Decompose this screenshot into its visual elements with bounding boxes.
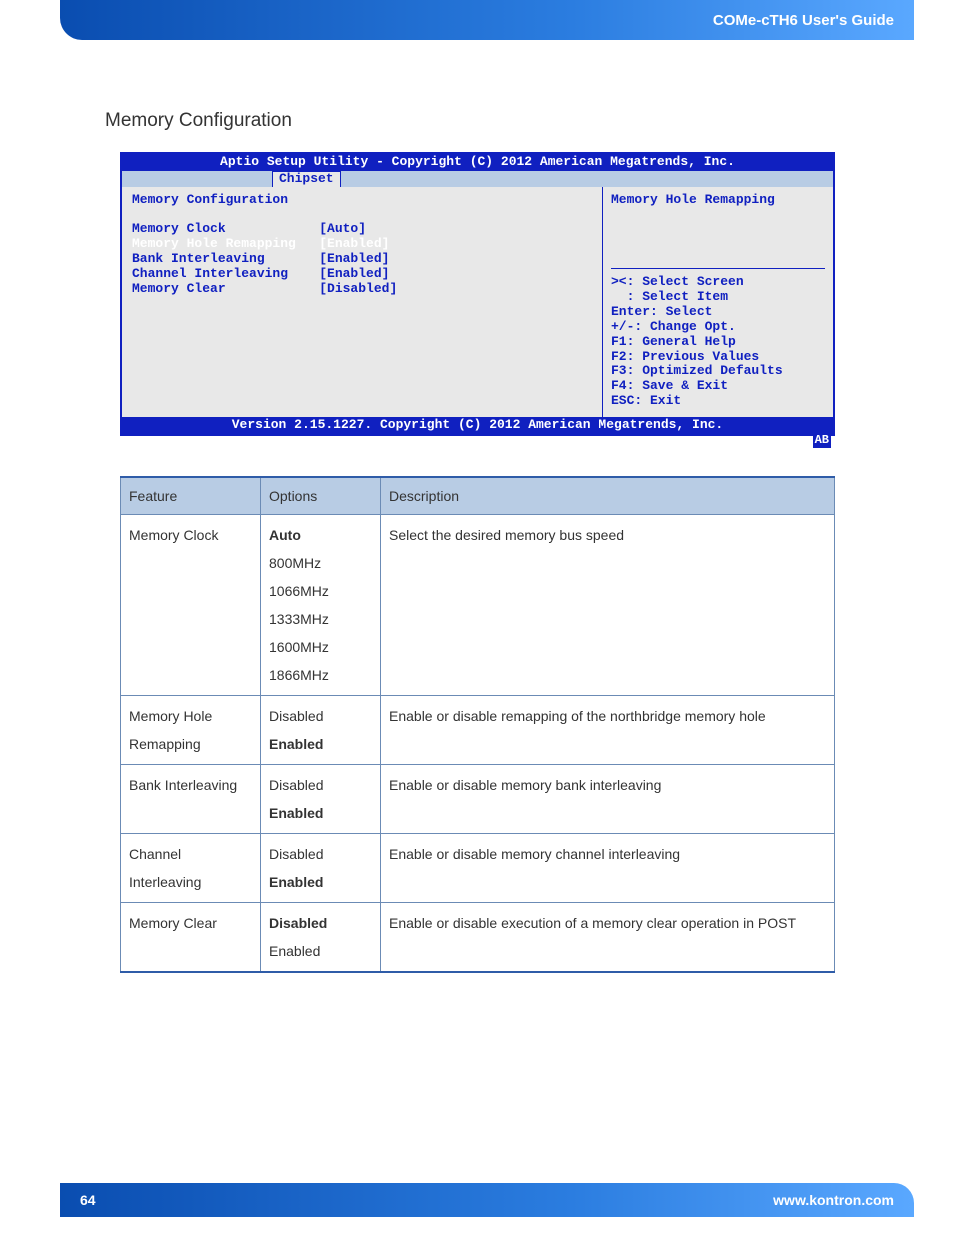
cell-options: DisabledEnabled	[261, 696, 381, 765]
option-value: 1333MHz	[269, 605, 372, 633]
cell-feature: Channel Interleaving	[121, 834, 261, 903]
cell-description: Enable or disable memory channel interle…	[381, 834, 835, 903]
col-feature: Feature	[121, 477, 261, 515]
table-row: Memory Hole RemappingDisabledEnabledEnab…	[121, 696, 835, 765]
doc-title: COMe-cTH6 User's Guide	[713, 12, 894, 29]
section-title: Memory Configuration	[105, 110, 904, 132]
table-row: Bank InterleavingDisabledEnabledEnable o…	[121, 765, 835, 834]
bios-key-line: ><: Select Screen	[611, 275, 825, 290]
option-value: 1600MHz	[269, 633, 372, 661]
bios-version: Version 2.15.1227. Copyright (C) 2012 Am…	[232, 417, 723, 432]
option-value: Enabled	[269, 799, 372, 827]
header-bar: COMe-cTH6 User's Guide	[60, 0, 914, 40]
footer-bar: 64 www.kontron.com	[60, 1183, 914, 1217]
page: COMe-cTH6 User's Guide Memory Configurat…	[0, 0, 954, 1235]
bios-help-panel: Memory Hole Remapping ><: Select Screen …	[603, 187, 833, 417]
cell-description: Enable or disable execution of a memory …	[381, 903, 835, 973]
cell-description: Enable or disable remapping of the north…	[381, 696, 835, 765]
bios-key-line: : Select Item	[611, 290, 825, 305]
option-value: Disabled	[269, 702, 372, 730]
cell-feature: Bank Interleaving	[121, 765, 261, 834]
bios-key-line: +/-: Change Opt.	[611, 320, 825, 335]
option-value: Enabled	[269, 868, 372, 896]
footer-url: www.kontron.com	[773, 1192, 894, 1208]
option-value: 800MHz	[269, 549, 372, 577]
bios-footer: Version 2.15.1227. Copyright (C) 2012 Am…	[122, 417, 833, 434]
cell-feature: Memory Clock	[121, 515, 261, 696]
bios-tab-chipset[interactable]: Chipset	[272, 171, 341, 187]
page-number: 64	[80, 1192, 96, 1208]
bios-title: Aptio Setup Utility - Copyright (C) 2012…	[122, 154, 833, 171]
bios-left-panel: Memory Configuration Memory Clock [Auto]…	[122, 187, 603, 417]
bios-key-line: F4: Save & Exit	[611, 379, 825, 394]
feature-table: Feature Options Description Memory Clock…	[120, 476, 835, 973]
bios-panel-title: Memory Configuration	[132, 193, 592, 208]
cell-options: DisabledEnabled	[261, 765, 381, 834]
bios-row[interactable]: Channel Interleaving [Enabled]	[132, 267, 592, 282]
option-value: Enabled	[269, 937, 372, 965]
bios-row[interactable]: Bank Interleaving [Enabled]	[132, 252, 592, 267]
bios-row[interactable]: Memory Clock [Auto]	[132, 222, 592, 237]
bios-corner-label: AB	[813, 434, 831, 448]
col-options: Options	[261, 477, 381, 515]
bios-rows: Memory Clock [Auto]Memory Hole Remapping…	[132, 222, 592, 297]
option-value: Disabled	[269, 840, 372, 868]
bios-key-line: Enter: Select	[611, 305, 825, 320]
bios-tab-row: Chipset	[122, 171, 833, 187]
cell-options: DisabledEnabled	[261, 834, 381, 903]
option-value: Disabled	[269, 771, 372, 799]
option-value: Disabled	[269, 909, 372, 937]
divider	[611, 268, 825, 269]
bios-window: Aptio Setup Utility - Copyright (C) 2012…	[120, 152, 835, 436]
bios-key-line: F2: Previous Values	[611, 350, 825, 365]
bios-row[interactable]: Memory Hole Remapping [Enabled]	[132, 237, 592, 252]
table-row: Memory ClearDisabledEnabledEnable or dis…	[121, 903, 835, 973]
bios-key-line: F1: General Help	[611, 335, 825, 350]
cell-options: DisabledEnabled	[261, 903, 381, 973]
table-row: Memory ClockAuto800MHz1066MHz1333MHz1600…	[121, 515, 835, 696]
option-value: 1866MHz	[269, 661, 372, 689]
bios-key-help: ><: Select Screen : Select ItemEnter: Se…	[611, 275, 825, 409]
bios-help-title: Memory Hole Remapping	[611, 193, 825, 208]
table-header-row: Feature Options Description	[121, 477, 835, 515]
option-value: Auto	[269, 521, 372, 549]
bios-key-line: F3: Optimized Defaults	[611, 364, 825, 379]
bios-body: Memory Configuration Memory Clock [Auto]…	[122, 187, 833, 417]
cell-description: Select the desired memory bus speed	[381, 515, 835, 696]
bios-row[interactable]: Memory Clear [Disabled]	[132, 282, 592, 297]
table-row: Channel InterleavingDisabledEnabledEnabl…	[121, 834, 835, 903]
cell-options: Auto800MHz1066MHz1333MHz1600MHz1866MHz	[261, 515, 381, 696]
option-value: 1066MHz	[269, 577, 372, 605]
cell-description: Enable or disable memory bank interleavi…	[381, 765, 835, 834]
bios-key-line: ESC: Exit	[611, 394, 825, 409]
cell-feature: Memory Hole Remapping	[121, 696, 261, 765]
option-value: Enabled	[269, 730, 372, 758]
col-description: Description	[381, 477, 835, 515]
cell-feature: Memory Clear	[121, 903, 261, 973]
